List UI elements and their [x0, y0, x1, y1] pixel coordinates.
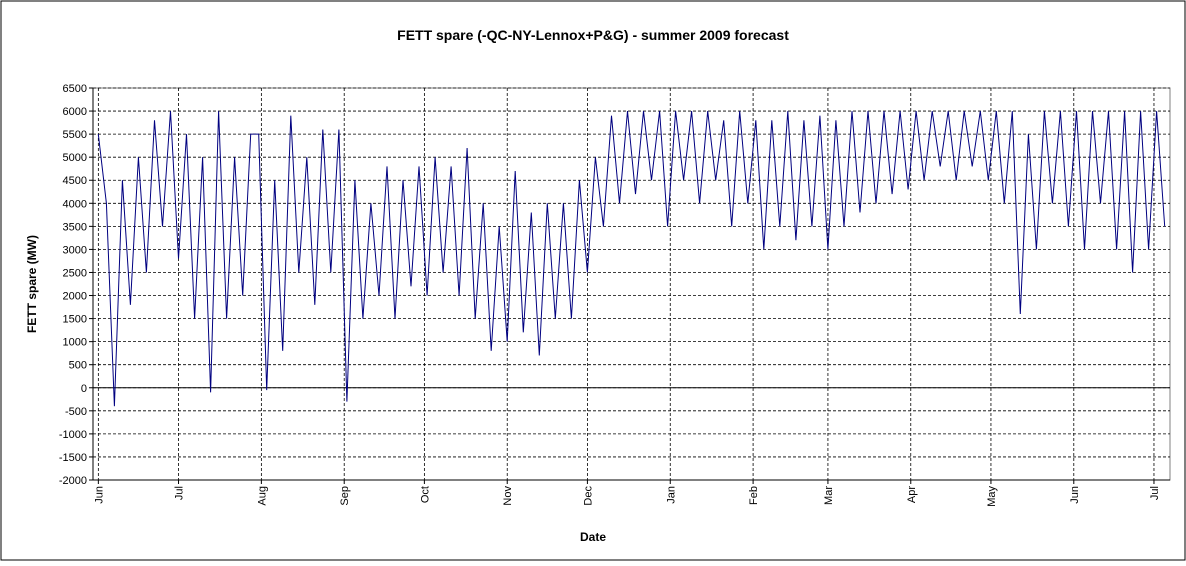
y-tick-label: 6000	[63, 106, 87, 118]
x-tick-label: Apr	[906, 486, 918, 503]
y-tick-label: -2000	[59, 475, 87, 487]
y-tick-label: 1500	[63, 314, 87, 326]
y-tick-label: 500	[69, 360, 87, 372]
x-tick-label: Nov	[502, 486, 514, 506]
y-tick-label: 5500	[63, 129, 87, 141]
x-tick-label: Jul	[174, 486, 186, 500]
y-tick-label: 0	[81, 383, 87, 395]
y-tick-label: 4500	[63, 175, 87, 187]
data-line	[97, 111, 1166, 407]
x-tick-label: Aug	[256, 486, 268, 506]
y-axis-label: FETT spare (MW)	[25, 235, 39, 333]
y-tick-label: -1000	[59, 429, 87, 441]
x-axis-label: Date	[580, 530, 606, 544]
x-tick-label: Jun	[1069, 486, 1081, 504]
x-tick-label: Oct	[419, 486, 431, 503]
y-tick-label: 2500	[63, 267, 87, 279]
x-tick-label: Jan	[665, 486, 677, 504]
y-tick-label: 1000	[63, 337, 87, 349]
y-tick-label: -1500	[59, 452, 87, 464]
x-tick-label: Feb	[748, 486, 760, 505]
y-tick-label: 3000	[63, 244, 87, 256]
x-tick-label: Mar	[823, 486, 835, 505]
y-tick-label: 5000	[63, 152, 87, 164]
x-tick-label: Dec	[582, 486, 594, 506]
y-tick-label: 2000	[63, 291, 87, 303]
plot-area	[92, 87, 1171, 481]
y-tick-label: -500	[65, 406, 87, 418]
x-tick-label: Jun	[93, 486, 105, 504]
x-tick-label: May	[986, 486, 998, 507]
chart-title: FETT spare (-QC-NY-Lennox+P&G) - summer …	[397, 27, 789, 43]
x-tick-label: Sep	[339, 486, 351, 506]
y-tick-label: 4000	[63, 198, 87, 210]
x-tick-label: Jul	[1149, 486, 1161, 500]
y-tick-label: 3500	[63, 221, 87, 233]
y-tick-label: 6500	[63, 83, 87, 95]
